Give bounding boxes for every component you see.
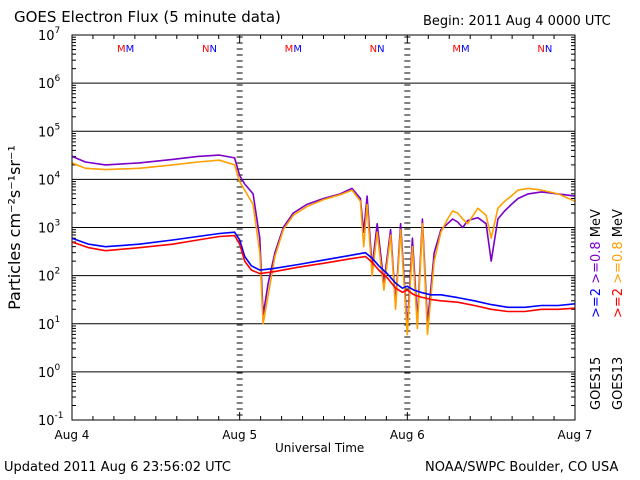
y-tick-label: 101 xyxy=(38,315,60,333)
legend-goes13: GOES13 xyxy=(611,357,626,410)
series-line xyxy=(71,159,576,336)
day-markers: MM NN MM NN MM NN xyxy=(117,44,552,55)
updated-timestamp: Updated 2011 Aug 6 23:56:02 UTC xyxy=(4,460,231,475)
day-marker-label: NN xyxy=(370,44,385,55)
day-marker-label: NN xyxy=(537,44,552,55)
legend-entry: >=0.8 xyxy=(611,241,626,288)
y-tick-label: 107 xyxy=(38,26,60,44)
chart-title: GOES Electron Flux (5 minute data) xyxy=(14,8,281,26)
credit-label: NOAA/SWPC Boulder, CO USA xyxy=(425,460,619,475)
x-tick-label: Aug 7 xyxy=(558,428,593,442)
legend-entry: MeV xyxy=(589,209,604,241)
day-marker-label: NN xyxy=(202,44,217,55)
series-line xyxy=(71,234,576,313)
y-tick-label: 103 xyxy=(38,219,60,237)
y-tick-label: 10-1 xyxy=(38,411,64,429)
y-tick-label: 106 xyxy=(38,74,61,92)
y-axis-label-group: Particles cm⁻²s⁻¹sr⁻¹ xyxy=(5,145,24,310)
y-tick-label: 100 xyxy=(38,363,61,381)
y-tick-label: 104 xyxy=(38,170,61,188)
legend-entry: >=2 xyxy=(611,288,626,318)
x-tick-label: Aug 4 xyxy=(55,428,90,442)
legend: GOES15 GOES13>=2 >=0.8 MeV>=2 >=0.8 MeV xyxy=(589,209,626,410)
series-line xyxy=(71,154,576,330)
x-tick-label: Aug 5 xyxy=(222,428,257,442)
y-tick-labels: 107 106 105 104 103 102 101 100 10-1 xyxy=(38,26,64,429)
data-series xyxy=(71,154,576,336)
series-line xyxy=(71,231,576,309)
y-tick-label: 105 xyxy=(38,122,60,140)
grid-lines xyxy=(71,35,576,420)
x-tick-labels: Aug 4 Aug 5 Aug 6 Aug 7 xyxy=(55,428,593,442)
day-marker-label: MM xyxy=(117,44,134,55)
legend-entry: >=0.8 xyxy=(589,241,604,288)
plot-frame xyxy=(71,34,576,421)
legend-entry: >=2 xyxy=(589,288,604,318)
day-marker-label: MM xyxy=(285,44,302,55)
legend-entry: MeV xyxy=(611,209,626,241)
legend-entry-group: >=2 >=0.8 MeV xyxy=(589,209,604,318)
legend-entry-group: >=2 >=0.8 MeV xyxy=(611,209,626,318)
begin-date-label: Begin: 2011 Aug 4 0000 UTC xyxy=(423,14,611,29)
y-tick-label: 102 xyxy=(38,267,60,285)
day-marker-label: MM xyxy=(452,44,469,55)
x-tick-label: Aug 6 xyxy=(390,428,425,442)
legend-goes15: GOES15 xyxy=(589,357,604,410)
y-axis-label: Particles cm⁻²s⁻¹sr⁻¹ xyxy=(5,145,24,310)
x-axis-label: Universal Time xyxy=(275,441,365,455)
